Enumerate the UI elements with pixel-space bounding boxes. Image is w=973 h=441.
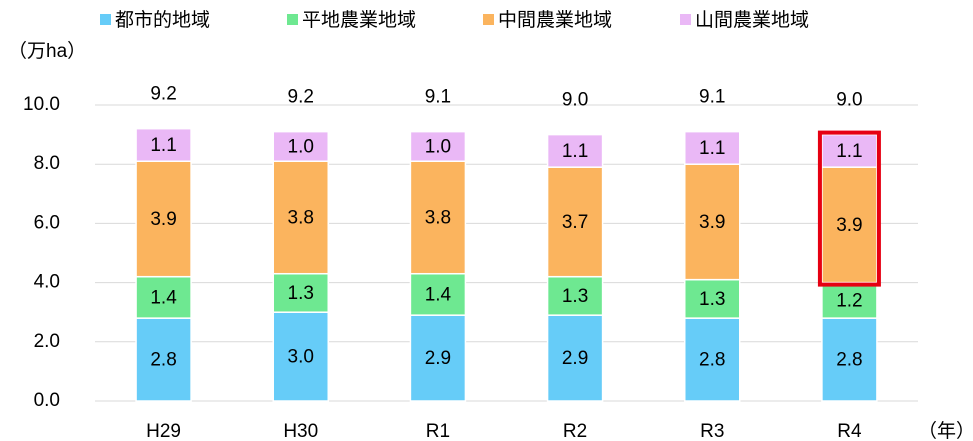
legend-swatch: [287, 14, 298, 25]
total-label: 9.1: [425, 87, 451, 108]
value-label: 3.9: [150, 209, 176, 230]
value-label: 1.3: [288, 283, 314, 304]
value-label: 1.4: [150, 287, 177, 308]
y-tick-label: 6.0: [34, 212, 60, 233]
total-label: 9.0: [836, 90, 862, 111]
bar-segment: [409, 272, 467, 316]
value-label: 1.0: [425, 136, 451, 157]
value-label: 1.1: [699, 138, 725, 159]
legend-label: 都市的地域: [115, 9, 210, 31]
bar-segment: [135, 127, 192, 162]
bar-segment: [135, 317, 192, 402]
value-label: 1.3: [699, 289, 725, 310]
bar-segment: [546, 133, 604, 168]
value-label: 1.1: [836, 141, 862, 162]
y-tick-label: 4.0: [34, 272, 60, 293]
legend-swatch: [100, 14, 111, 25]
x-tick-label: H30: [283, 421, 318, 441]
bar-segment: [546, 314, 604, 402]
value-label: 3.8: [288, 207, 314, 228]
value-label: 1.1: [562, 141, 588, 162]
total-label: 9.2: [150, 84, 176, 105]
total-label: 9.2: [288, 87, 314, 108]
value-label: 2.8: [836, 350, 862, 371]
value-label: 1.3: [562, 286, 588, 307]
value-label: 2.8: [699, 350, 725, 371]
bar-segment: [135, 160, 192, 278]
value-label: 1.1: [150, 135, 176, 156]
bar-segment: [684, 163, 741, 281]
bar-segment: [272, 272, 329, 313]
x-tick-label: R3: [700, 421, 724, 441]
x-tick-label: R1: [426, 421, 450, 441]
x-tick-label: R2: [563, 421, 587, 441]
legend-label: 平地農業地域: [302, 9, 416, 31]
y-tick-label: 2.0: [34, 331, 60, 352]
x-tick-label: R4: [837, 421, 862, 441]
value-label: 3.8: [425, 207, 451, 228]
bar-segment: [272, 311, 329, 402]
bar-segment: [409, 130, 467, 162]
legend-label: 中間農業地域: [498, 9, 612, 31]
highlight-box: [817, 130, 881, 287]
bar-segment: [684, 130, 741, 165]
bar-segment: [821, 281, 878, 319]
value-label: 2.8: [150, 350, 176, 371]
total-label: 9.0: [562, 90, 588, 111]
x-tick-label: H29: [146, 421, 181, 441]
value-label: 1.2: [836, 290, 862, 311]
bar-segment: [821, 317, 878, 402]
value-label: 3.9: [699, 212, 725, 233]
value-label: 3.7: [562, 212, 588, 233]
value-label: 1.4: [425, 284, 452, 305]
y-tick-label: 8.0: [34, 153, 60, 174]
legend-label: 山間農業地域: [695, 9, 809, 31]
bar-segment: [546, 275, 604, 316]
bar-segment: [135, 275, 192, 319]
bar-segment: [272, 130, 329, 162]
value-label: 2.9: [562, 348, 588, 369]
bar-segment: [272, 160, 329, 275]
bar-segment: [546, 166, 604, 278]
y-tick-label: 10.0: [23, 94, 60, 115]
value-label: 3.9: [836, 215, 862, 236]
bar-segment: [409, 160, 467, 275]
legend-swatch: [680, 14, 691, 25]
y-axis-label: （万ha）: [8, 40, 86, 62]
value-label: 2.9: [425, 348, 451, 369]
x-axis-label: （年）: [918, 420, 973, 441]
value-label: 3.0: [288, 347, 314, 368]
total-label: 9.1: [699, 87, 725, 108]
y-tick-label: 0.0: [34, 390, 60, 411]
legend-swatch: [483, 14, 494, 25]
value-label: 1.0: [288, 136, 314, 157]
